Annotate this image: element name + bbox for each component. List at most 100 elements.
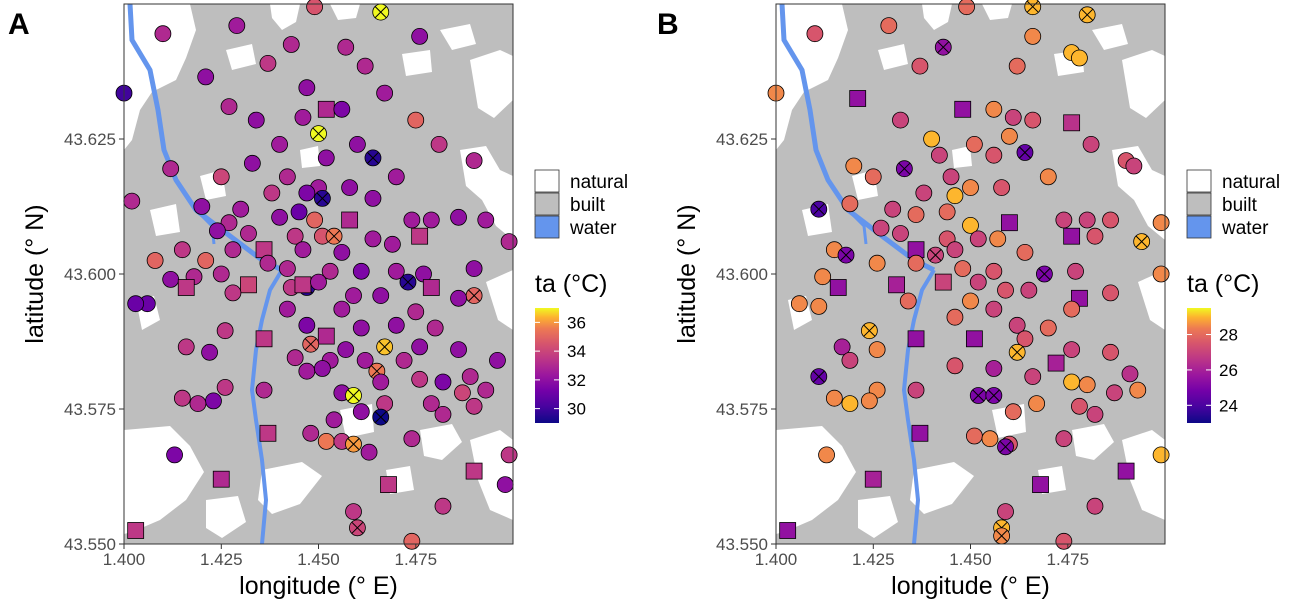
station-point <box>333 243 351 261</box>
marker-circle <box>1071 397 1088 415</box>
marker-circle <box>403 430 421 448</box>
marker-circle <box>496 476 514 494</box>
station-point-crossed <box>1024 0 1042 16</box>
station-square <box>849 90 867 107</box>
marker-circle <box>450 289 467 307</box>
station-point <box>278 260 296 278</box>
station-point-crossed <box>325 227 343 245</box>
marker-circle <box>376 84 394 102</box>
marker-circle <box>1039 168 1057 186</box>
marker-circle <box>197 68 215 86</box>
marker-circle <box>286 349 304 367</box>
marker-circle <box>461 368 479 386</box>
station-point <box>915 184 933 202</box>
station-point <box>177 338 195 356</box>
marker-circle <box>1028 395 1046 413</box>
marker-circle <box>294 109 312 126</box>
marker-square <box>1117 462 1135 480</box>
legend-label-water: water <box>1221 218 1269 239</box>
marker-circle <box>364 189 382 207</box>
marker-square <box>411 227 429 245</box>
station-point <box>477 381 495 399</box>
marker-circle <box>216 322 234 340</box>
data-points-b <box>767 0 1170 550</box>
marker-circle <box>247 111 265 129</box>
colorbar-a: ta (°C) 30 32 34 36 <box>535 270 608 423</box>
marker-circle <box>465 397 483 415</box>
station-square <box>888 276 905 294</box>
station-point <box>286 227 304 245</box>
station-point <box>461 368 479 386</box>
station-point <box>306 211 324 229</box>
marker-circle <box>407 303 425 321</box>
station-point <box>1067 262 1084 280</box>
marker-circle <box>1024 368 1042 386</box>
marker-circle <box>907 254 925 272</box>
cross-mark <box>812 370 825 383</box>
x-tick-label: 1.400 <box>755 550 798 569</box>
marker-circle <box>290 203 308 221</box>
station-point <box>384 235 401 253</box>
station-point <box>1121 365 1139 383</box>
marker-circle <box>407 111 425 129</box>
marker-square <box>465 462 483 480</box>
marker-circle <box>997 281 1014 299</box>
station-point <box>1102 284 1119 302</box>
marker-circle <box>212 265 230 283</box>
marker-circle <box>1055 211 1073 229</box>
station-point-crossed <box>364 149 382 167</box>
station-point <box>1125 157 1143 175</box>
marker-circle <box>162 270 180 288</box>
station-point <box>189 395 207 413</box>
station-point <box>985 146 1003 164</box>
marker-square <box>1063 114 1081 132</box>
station-point <box>310 273 327 291</box>
marker-circle <box>216 378 234 396</box>
station-point <box>1152 214 1170 232</box>
marker-circle <box>345 503 362 521</box>
cross-mark <box>840 249 852 261</box>
colorbar-tick-label: 34 <box>567 342 586 361</box>
station-point <box>259 55 277 72</box>
cross-mark <box>402 276 414 288</box>
marker-circle <box>954 260 972 278</box>
station-point-crossed <box>1133 233 1151 251</box>
station-point <box>864 168 882 186</box>
station-point <box>403 430 421 448</box>
station-point <box>1152 265 1170 283</box>
station-point <box>1063 373 1081 391</box>
station-point <box>489 351 506 369</box>
station-point <box>969 230 987 248</box>
marker-circle <box>306 0 324 16</box>
marker-circle <box>317 432 335 450</box>
marker-circle <box>907 206 925 224</box>
marker-circle <box>1082 135 1100 153</box>
station-point <box>387 316 405 334</box>
station-square <box>380 476 397 494</box>
station-point-crossed <box>310 125 327 143</box>
station-square <box>1063 114 1081 132</box>
station-point <box>162 160 180 178</box>
station-square <box>954 100 972 118</box>
station-point <box>247 111 265 129</box>
station-point <box>430 135 448 153</box>
marker-circle <box>985 100 1003 118</box>
panel-label-a: A <box>8 8 30 41</box>
cross-mark <box>1081 8 1094 21</box>
cross-mark <box>1026 0 1039 13</box>
station-point <box>356 351 374 369</box>
station-point <box>969 273 987 291</box>
station-point <box>500 233 518 251</box>
marker-circle <box>271 208 289 226</box>
cross-mark <box>374 411 387 423</box>
marker-square <box>259 424 277 442</box>
marker-circle <box>1020 281 1038 299</box>
marker-circle <box>1086 405 1104 423</box>
marker-circle <box>325 411 343 429</box>
marker-circle <box>201 343 218 361</box>
marker-circle <box>1008 57 1026 75</box>
station-point <box>271 135 289 153</box>
cross-mark <box>468 289 480 302</box>
panel-b: B <box>657 0 1280 600</box>
marker-square <box>212 470 230 488</box>
